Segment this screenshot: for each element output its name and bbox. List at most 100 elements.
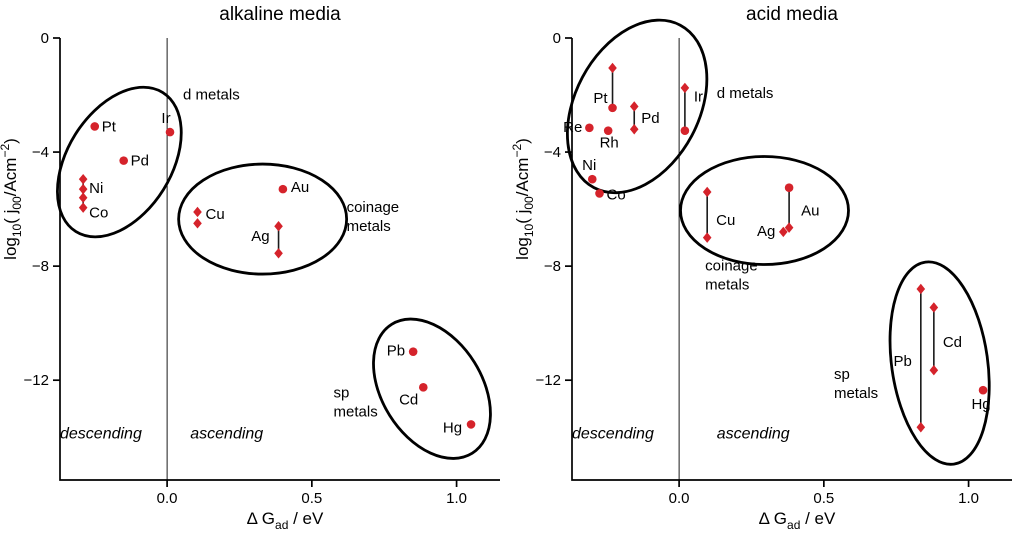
panel-acid: acid media 0 −4 −8 −12 0.0 0.5 1.0 Δ Gad / eV log… [512,0,1024,535]
marker-Pt [608,62,617,74]
point-label-Pt: Pt [593,90,608,107]
chart-title: alkaline media [219,4,341,25]
y-tick-label: −8 [544,258,561,275]
marker-Cd [418,383,428,392]
group-ellipse-coinage-metals [679,155,850,266]
y-tick-label: −4 [32,144,49,161]
marker-Ni [587,174,597,184]
marker-Pt [608,103,617,113]
coinage-metals-label: coinage metals [705,257,758,293]
point-label-Ir: Ir [161,110,170,127]
x-axis-label: Δ Gad / eV [247,509,324,532]
descending-label: descending [572,426,654,443]
point-label-Co: Co [607,186,626,203]
point-label-Cd: Cd [943,334,962,351]
group-ellipse-d-metals [56,85,183,239]
point-label-Cu: Cu [206,206,225,223]
point-label-Ni: Ni [89,180,103,197]
group-ellipse-sp-metals [372,317,492,460]
axes [571,38,1012,481]
point-label-Au: Au [801,203,819,220]
point-label-Hg: Hg [443,419,462,436]
point-label-Ir: Ir [694,88,703,105]
sp-metals-label: sp metals [834,366,878,402]
group-ellipse-d-metals [566,18,709,195]
marker-Ir [680,82,690,94]
point-label-Hg: Hg [971,396,990,413]
marker-Pb [916,422,926,433]
marker-Pd [119,156,128,165]
x-tick-label: 0.0 [669,490,690,507]
x-tick-label: 0.5 [301,490,322,507]
marker-Cu [702,186,712,198]
point-label-Pt: Pt [102,118,117,135]
marker-Pt [90,122,100,131]
panel-alkaline: alkaline media 0 −4 −8 −12 0.0 0.5 1.0 Δ Gad / e… [0,4,500,532]
x-tick-label: 0.5 [813,490,834,507]
group-ellipse-coinage-metals [177,162,349,276]
marker-Hg [466,420,476,429]
point-label-Ag: Ag [251,228,269,245]
point-label-Cd: Cd [399,391,418,408]
marker-Au [784,222,794,233]
marker-Re [585,123,594,133]
marker-Pb [916,283,926,295]
marker-Hg [978,385,988,395]
x-tick-label: 1.0 [446,490,467,507]
sp-metals-label: sp metals [334,384,378,420]
ascending-label: ascending [190,426,263,443]
descending-label: descending [60,426,142,443]
marker-Au [278,184,288,194]
group-ellipse-sp-metals [888,260,991,466]
axes [59,38,500,481]
point-label-Ag: Ag [757,223,775,240]
y-axis-label: log10( j00/Acm−2) [0,138,24,260]
y-tick-label: −8 [32,258,49,275]
coinage-metals-label: coinage metals [347,199,400,235]
point-label-Pd: Pd [641,110,659,127]
marker-Ag [779,226,788,238]
alkaline-media-chart: alkaline media 0 −4 −8 −12 0.0 0.5 1.0 Δ Gad / e… [0,4,500,532]
marker-Co [595,189,604,198]
marker-Cu [193,206,202,218]
y-tick-label: 0 [553,30,561,47]
marker-Pb [408,347,418,356]
x-tick-label: 1.0 [958,490,979,507]
marker-Ni [78,173,88,185]
y-tick-label: −12 [24,372,49,389]
chart-title: acid media [746,4,838,25]
marker-Pd [629,101,639,112]
marker-Rh [603,126,613,135]
x-axis-label: Δ Gad / eV [759,509,836,532]
d-metals-label: d metals [717,85,774,102]
point-label-Pd: Pd [131,153,149,170]
y-tick-label: 0 [41,30,49,47]
point-label-Cu: Cu [716,212,735,229]
marker-Pd [629,124,639,135]
marker-Cd [929,302,939,313]
point-label-Rh: Rh [600,135,619,152]
marker-Co [78,202,88,213]
point-label-Re: Re [563,119,582,136]
acid-media-chart: acid media 0 −4 −8 −12 0.0 0.5 1.0 Δ Gad / eV log… [512,4,1012,532]
marker-Cu [702,232,712,243]
marker-Ni [78,183,88,195]
point-label-Au: Au [291,179,309,196]
marker-Ag [274,221,283,232]
marker-Ir [680,126,690,135]
marker-Cu [193,218,202,229]
marker-Ag [274,248,283,259]
point-label-Pb: Pb [387,343,405,360]
y-tick-label: −12 [536,372,561,389]
ascending-label: ascending [717,426,790,443]
marker-Ir [165,127,175,137]
marker-Ni [78,192,88,203]
point-label-Co: Co [89,205,108,222]
point-label-Ni: Ni [582,157,596,174]
d-metals-label: d metals [183,86,240,103]
y-axis-label: log10( j00/Acm−2) [512,138,536,260]
marker-Au [784,183,794,193]
y-tick-label: −4 [544,144,561,161]
x-tick-label: 0.0 [157,490,178,507]
